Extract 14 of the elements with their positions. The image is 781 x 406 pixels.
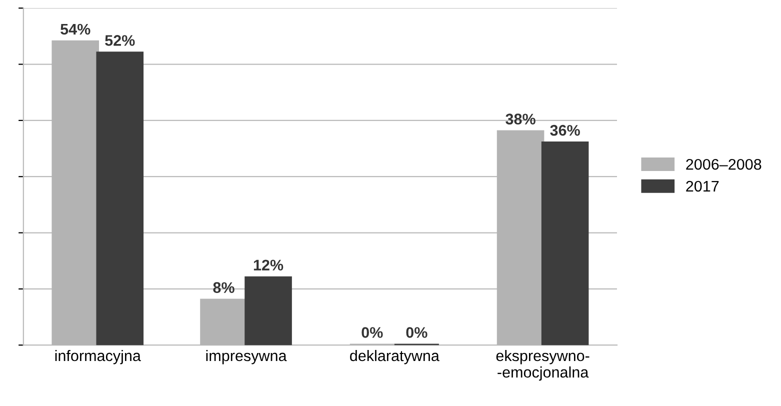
x-tick-label: deklaratywna	[350, 350, 440, 364]
data-label: 38%	[506, 114, 536, 125]
data-label: 0%	[406, 327, 428, 338]
legend-label: 2006–2008	[686, 158, 762, 170]
data-label: 12%	[254, 260, 284, 270]
x-tick-label: informacyjna	[55, 350, 141, 364]
data-label: 54%	[60, 24, 90, 35]
data-label: 36%	[550, 124, 580, 136]
data-label: 0%	[362, 327, 383, 338]
x-tick-label: ekspresywno- -emocjonalna	[496, 350, 590, 381]
data-label: 8%	[213, 282, 234, 293]
legend-label: 2017	[686, 180, 719, 192]
data-label: 52%	[105, 35, 135, 46]
x-tick-label: impresywna	[206, 350, 287, 364]
